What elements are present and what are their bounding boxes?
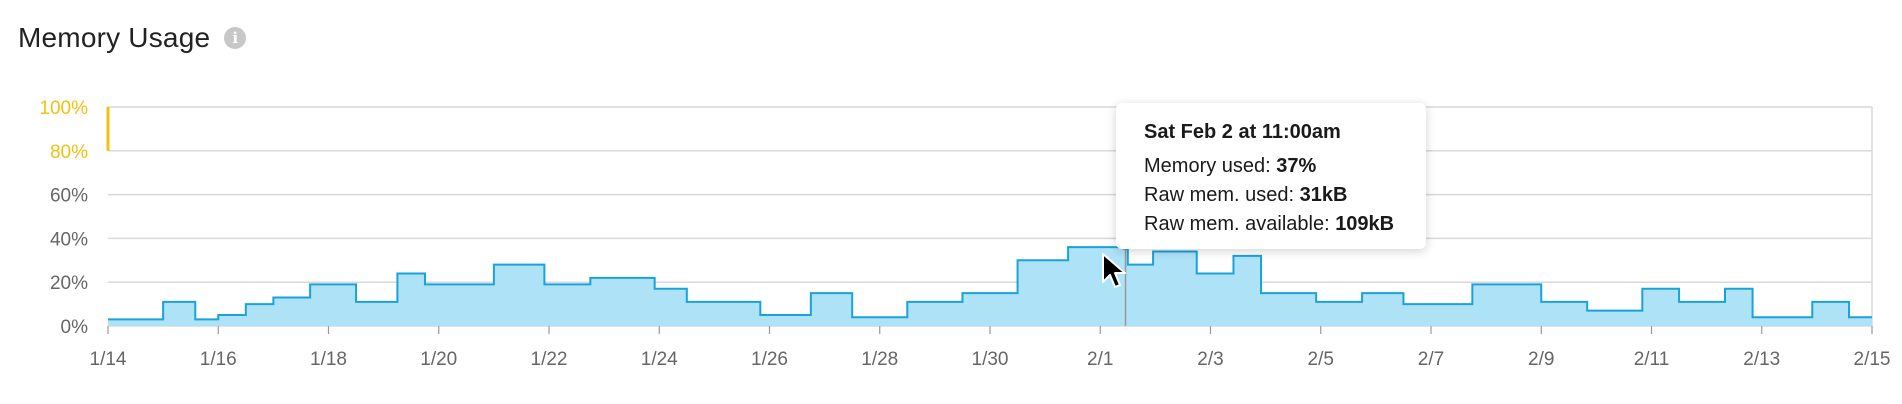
y-tick-label: 100% — [39, 98, 88, 119]
chart-tooltip: Sat Feb 2 at 11:00am Memory used: 37% Ra… — [1116, 103, 1426, 249]
x-tick-label: 2/3 — [1197, 349, 1223, 370]
x-tick-label: 1/16 — [200, 349, 237, 370]
series-line — [108, 243, 1872, 321]
mouse-pointer-icon — [1102, 253, 1126, 288]
tooltip-label: Memory used: — [1144, 155, 1277, 177]
y-tick-label: 40% — [50, 229, 88, 250]
x-tick-label: 1/30 — [972, 349, 1009, 370]
tooltip-value: 31kB — [1299, 184, 1348, 206]
info-icon[interactable]: i — [224, 27, 247, 49]
tooltip-title: Sat Feb 2 at 11:00am — [1144, 121, 1341, 143]
y-tick-label: 80% — [50, 142, 88, 163]
tooltip-value: 37% — [1276, 155, 1317, 177]
x-tick-label: 2/11 — [1634, 349, 1670, 370]
x-tick-label: 1/14 — [90, 349, 127, 370]
x-tick-label: 2/7 — [1418, 349, 1444, 370]
y-tick-label: 20% — [50, 273, 88, 294]
chart-header: Memory Usage i — [18, 22, 247, 54]
x-tick-label: 2/15 — [1854, 349, 1891, 370]
x-tick-label: 2/5 — [1308, 349, 1334, 370]
tooltip-row-memory-used: Memory used: 37% — [1144, 155, 1316, 178]
tooltip-row-raw-used: Raw mem. used: 31kB — [1144, 184, 1347, 207]
x-tick-label: 2/13 — [1743, 349, 1780, 370]
x-tick-label: 1/22 — [531, 349, 568, 370]
x-tick-label: 1/20 — [420, 349, 457, 370]
page-title: Memory Usage — [18, 22, 211, 53]
y-tick-label: 60% — [50, 186, 88, 207]
x-tick-label: 2/9 — [1528, 349, 1554, 370]
x-tick-label: 2/1 — [1087, 349, 1113, 370]
tooltip-label: Raw mem. used: — [1144, 184, 1300, 206]
x-tick-label: 1/26 — [751, 349, 788, 370]
y-tick-label: 0% — [61, 317, 89, 338]
tooltip-label: Raw mem. available: — [1144, 213, 1336, 235]
tooltip-row-raw-available: Raw mem. available: 109kB — [1144, 213, 1394, 236]
x-tick-label: 1/24 — [641, 349, 678, 370]
x-tick-label: 1/28 — [861, 349, 898, 370]
tooltip-value: 109kB — [1335, 213, 1395, 235]
x-tick-label: 1/18 — [310, 349, 347, 370]
series-area — [108, 244, 1872, 326]
